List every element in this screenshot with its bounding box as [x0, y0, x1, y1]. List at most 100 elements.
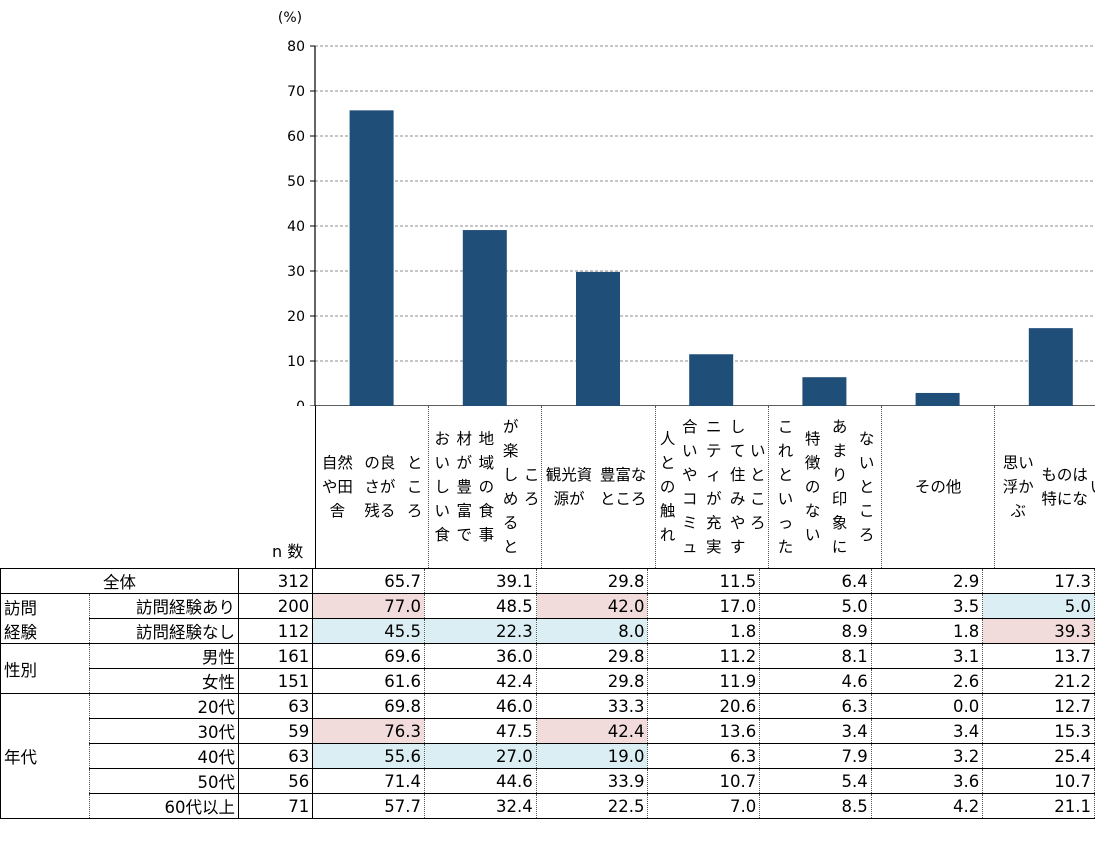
row-label: 訪問経験あり [89, 593, 240, 619]
value-cell: 8.9 [759, 618, 872, 644]
category-label: おいしい食 材が豊富で 地域の食事 が楽しめると ころ [428, 406, 541, 568]
value-cell: 3.4 [759, 718, 872, 744]
value-cell: 15.3 [982, 718, 1095, 744]
y-tick-label: 80 [287, 39, 305, 55]
table-row: 60代以上 71 57.7 32.4 22.5 7.0 8.5 4.2 21.1 [1, 793, 1095, 819]
value-cell: 8.0 [535, 618, 649, 644]
value-cell: 69.6 [312, 643, 425, 669]
table-row: 50代 56 71.4 44.6 33.9 10.7 5.4 3.6 10.7 [1, 768, 1095, 794]
value-cell: 5.0 [982, 593, 1095, 619]
value-cell: 3.2 [870, 743, 984, 769]
category-label: これといった 特徴のない あまり印象に ないところ [767, 406, 881, 568]
value-cell: 71.4 [312, 768, 425, 794]
value-cell: 55.6 [312, 743, 425, 769]
value-cell: 32.4 [424, 793, 537, 819]
value-cell: 33.9 [535, 768, 649, 794]
value-cell: 1.8 [870, 618, 984, 644]
category-label: 観光資源が 豊富なところ [541, 406, 654, 568]
value-cell: 1.8 [647, 618, 761, 644]
value-cell: 39.1 [424, 568, 537, 594]
value-cell: 42.4 [424, 668, 537, 694]
row-label: 60代以上 [89, 793, 240, 819]
group-label: 訪問 経験 [0, 593, 90, 644]
n-count-cell: 59 [238, 718, 314, 744]
bar [576, 271, 620, 406]
value-cell: 61.6 [312, 668, 425, 694]
n-count-cell: 161 [238, 643, 314, 669]
value-cell: 0.0 [870, 693, 984, 719]
value-cell: 6.3 [759, 693, 872, 719]
table-row: 30代 59 76.3 47.5 42.4 13.6 3.4 3.4 15.3 [1, 718, 1095, 744]
value-cell: 44.6 [424, 768, 537, 794]
value-cell: 22.5 [535, 793, 649, 819]
n-count-cell: 63 [238, 743, 314, 769]
value-cell: 57.7 [312, 793, 425, 819]
value-cell: 47.5 [424, 718, 537, 744]
n-count-cell: 200 [238, 593, 314, 619]
bar [915, 392, 960, 406]
value-cell: 11.9 [647, 668, 761, 694]
group-label: 年代 [0, 693, 90, 819]
n-count-cell: 71 [238, 793, 314, 819]
y-tick-label: 10 [287, 354, 305, 370]
value-cell: 48.5 [424, 593, 537, 619]
value-cell: 8.5 [759, 793, 872, 819]
value-cell: 46.0 [424, 693, 537, 719]
value-cell: 17.3 [982, 568, 1095, 594]
value-cell: 27.0 [424, 743, 537, 769]
value-cell: 13.6 [647, 718, 761, 744]
table-row: 性別 男性 161 69.6 36.0 29.8 11.2 8.1 3.1 13.7 [0, 643, 1095, 694]
value-cell: 7.9 [759, 743, 872, 769]
value-cell: 5.0 [759, 593, 872, 619]
row-label: 全体 [0, 568, 240, 594]
value-cell: 10.7 [647, 768, 761, 794]
value-cell: 10.7 [982, 768, 1095, 794]
group-label: 性別 [0, 643, 90, 694]
value-cell: 39.3 [982, 618, 1095, 644]
value-cell: 2.6 [870, 668, 984, 694]
value-cell: 76.3 [312, 718, 425, 744]
table-row: 女性 151 61.6 42.4 29.8 11.9 4.6 2.6 21.2 [1, 668, 1095, 694]
value-cell: 20.6 [647, 693, 761, 719]
row-label: 40代 [89, 743, 240, 769]
bar [1028, 328, 1073, 406]
value-cell: 3.1 [870, 643, 984, 669]
n-count-cell: 112 [238, 618, 314, 644]
value-cell: 4.6 [759, 668, 872, 694]
table-row: 年代 20代 63 69.8 46.0 33.3 20.6 6.3 0.0 12.7 [0, 693, 1095, 819]
value-cell: 21.1 [982, 793, 1095, 819]
bar [462, 230, 507, 406]
category-label: 自然や田舎 の良さが残る ところ [315, 406, 428, 568]
value-cell: 29.8 [535, 643, 649, 669]
value-cell: 12.7 [982, 693, 1095, 719]
y-axis-unit-label: (%) [278, 10, 302, 26]
value-cell: 5.4 [759, 768, 872, 794]
value-cell: 3.4 [870, 718, 984, 744]
n-count-cell: 63 [238, 693, 314, 719]
value-cell: 6.4 [759, 568, 872, 594]
value-cell: 4.2 [870, 793, 984, 819]
value-cell: 29.8 [535, 668, 649, 694]
value-cell: 22.3 [424, 618, 537, 644]
row-label: 女性 [89, 668, 240, 694]
value-cell: 42.4 [535, 718, 649, 744]
category-label: その他 [881, 406, 994, 568]
row-label: 男性 [89, 643, 240, 669]
value-cell: 33.3 [535, 693, 649, 719]
n-count-header: n 数 [272, 542, 304, 561]
row-label: 50代 [89, 768, 240, 794]
table-row-total: 全体 312 65.7 39.1 29.8 11.5 6.4 2.9 17.3 [0, 568, 1095, 594]
value-cell: 29.8 [535, 568, 649, 594]
table-row: 訪問経験なし 112 45.5 22.3 8.0 1.8 8.9 1.8 39.3 [1, 618, 1095, 644]
n-count-cell: 56 [238, 768, 314, 794]
y-tick-label: 70 [287, 84, 305, 100]
y-tick-label: 0 [296, 399, 305, 406]
row-label: 30代 [89, 718, 240, 744]
value-cell: 2.9 [870, 568, 984, 594]
value-cell: 45.5 [312, 618, 425, 644]
value-cell: 11.5 [647, 568, 761, 594]
value-cell: 17.0 [647, 593, 761, 619]
value-cell: 7.0 [647, 793, 761, 819]
value-cell: 21.2 [982, 668, 1095, 694]
bar-chart: 0 10 20 30 40 50 60 70 80 (%) [278, 10, 1095, 406]
